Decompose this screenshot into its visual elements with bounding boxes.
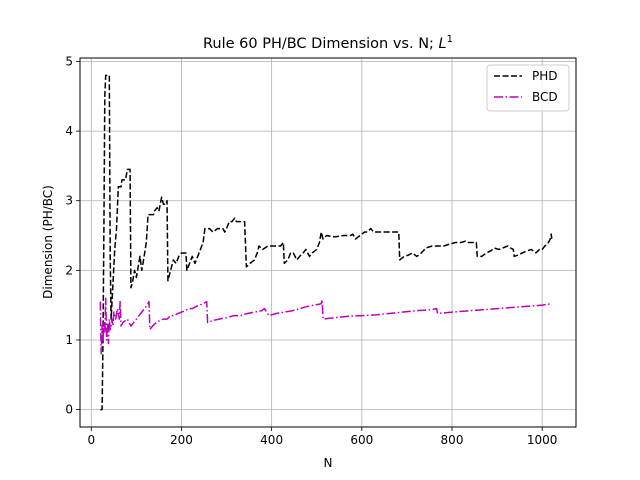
plot-frame — [79, 57, 577, 428]
legend-phd-label: PHD — [532, 69, 558, 83]
x-tick-label: 1000 — [527, 433, 558, 447]
series-group — [99, 74, 553, 411]
y-tick-label: 3 — [65, 194, 73, 208]
y-tick-label: 0 — [65, 403, 73, 417]
axis-ticks: 0 200 400 600 800 1000 0 1 2 3 4 5 — [65, 54, 557, 447]
grid — [80, 58, 576, 427]
chart-title-sup: 1 — [447, 34, 453, 45]
legend: PHD BCD — [486, 64, 570, 112]
y-tick-label: 2 — [65, 263, 73, 277]
chart-title-math: L — [439, 36, 447, 52]
y-tick-label: 5 — [65, 54, 73, 68]
x-axis-label: N — [324, 456, 333, 470]
x-tick-label: 800 — [441, 433, 464, 447]
chart-title-main: Rule 60 PH/BC Dimension vs. N; — [203, 36, 439, 52]
y-axis-label: Dimension (PH/BC) — [41, 185, 55, 299]
series-line-phd — [100, 74, 553, 411]
legend-bcd-label: BCD — [532, 90, 558, 104]
series-line-bcd — [99, 297, 552, 355]
y-tick-label: 4 — [65, 124, 73, 138]
x-tick-label: 400 — [260, 433, 283, 447]
x-tick-label: 0 — [87, 433, 95, 447]
chart-title: Rule 60 PH/BC Dimension vs. N; L1 — [203, 34, 453, 52]
x-tick-label: 600 — [350, 433, 373, 447]
x-tick-label: 200 — [170, 433, 193, 447]
y-tick-label: 1 — [65, 333, 73, 347]
